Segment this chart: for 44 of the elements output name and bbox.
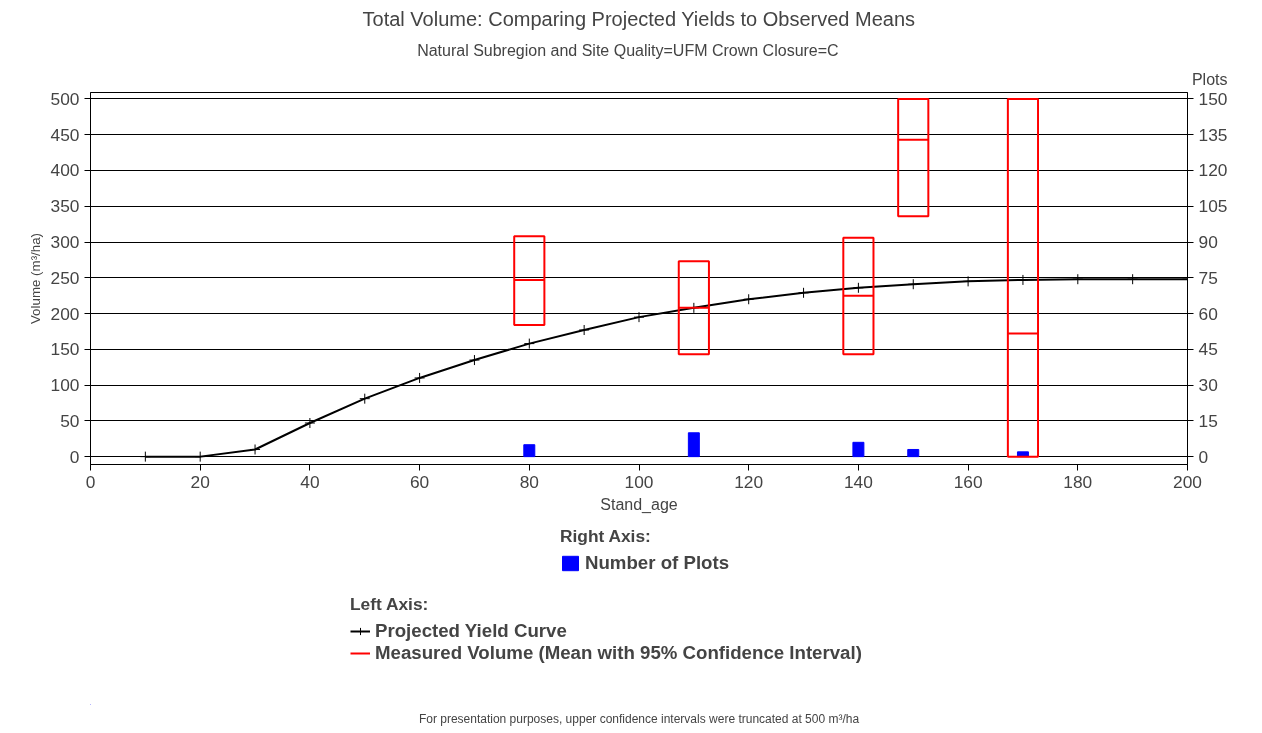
y2-tick-label: 0: [1198, 446, 1209, 467]
y2-tick-label: 90: [1198, 232, 1218, 253]
y2-tick-label: 15: [1198, 410, 1218, 431]
x-tick-label: 180: [1063, 471, 1093, 492]
x-tick-label: 80: [519, 471, 539, 492]
y2-tick-label: 150: [1198, 88, 1228, 109]
chart-subtitle: Natural Subregion and Site Quality=UFM Crown Closure=C: [417, 41, 839, 59]
y-tick-label: 400: [50, 160, 80, 181]
y-tick-label: 250: [50, 267, 80, 288]
x-tick-label: 160: [953, 471, 983, 492]
x-tick-label: 100: [624, 471, 654, 492]
x-tick-label: 0: [85, 471, 96, 492]
y-tick-label: 450: [50, 124, 80, 145]
y2-tick-label: 75: [1198, 267, 1218, 288]
x-tick-label: 200: [1173, 471, 1202, 492]
y2-tick-label: 30: [1198, 375, 1218, 396]
y2-tick-label: 45: [1198, 339, 1218, 360]
y2-axis-title: Plots: [1191, 70, 1228, 88]
y-tick-label: 150: [50, 339, 80, 360]
text: For presentation purposes, upper confidence intervals were truncated at 500 m³/ha: [418, 711, 860, 726]
y-tick-label: 0: [69, 446, 80, 467]
y-tick-label: 100: [50, 375, 80, 396]
chart-title: Total Volume: Comparing Projected Yields to Observed Means: [362, 7, 916, 30]
legend-label: Measured Volume (Mean with 95% Confidence Interval): [375, 642, 862, 664]
y-tick-label: 300: [50, 232, 80, 253]
text: Left Axis:: [350, 594, 430, 615]
x-axis-title: Stand_age: [600, 495, 678, 514]
legend-label: Projected Yield Curve: [375, 620, 567, 642]
x-tick-label: 120: [734, 471, 764, 492]
y2-tick-label: 135: [1198, 124, 1228, 145]
legend-label: Number of Plots: [585, 552, 730, 574]
y-tick-label: 500: [50, 88, 80, 109]
y2-tick-label: 60: [1198, 303, 1218, 324]
text: Right Axis:: [560, 526, 652, 547]
x-tick-label: 20: [190, 471, 210, 492]
y-tick-label: 50: [60, 410, 80, 431]
x-tick-label: 60: [409, 471, 430, 492]
y-tick-label: 200: [50, 303, 80, 324]
y2-tick-label: 105: [1198, 196, 1228, 217]
y2-tick-label: 120: [1198, 160, 1228, 181]
x-tick-label: 140: [843, 471, 873, 492]
x-tick-label: 40: [300, 471, 320, 492]
y-axis-title: Volume (m³/ha): [27, 232, 43, 325]
y-tick-label: 350: [50, 196, 80, 217]
